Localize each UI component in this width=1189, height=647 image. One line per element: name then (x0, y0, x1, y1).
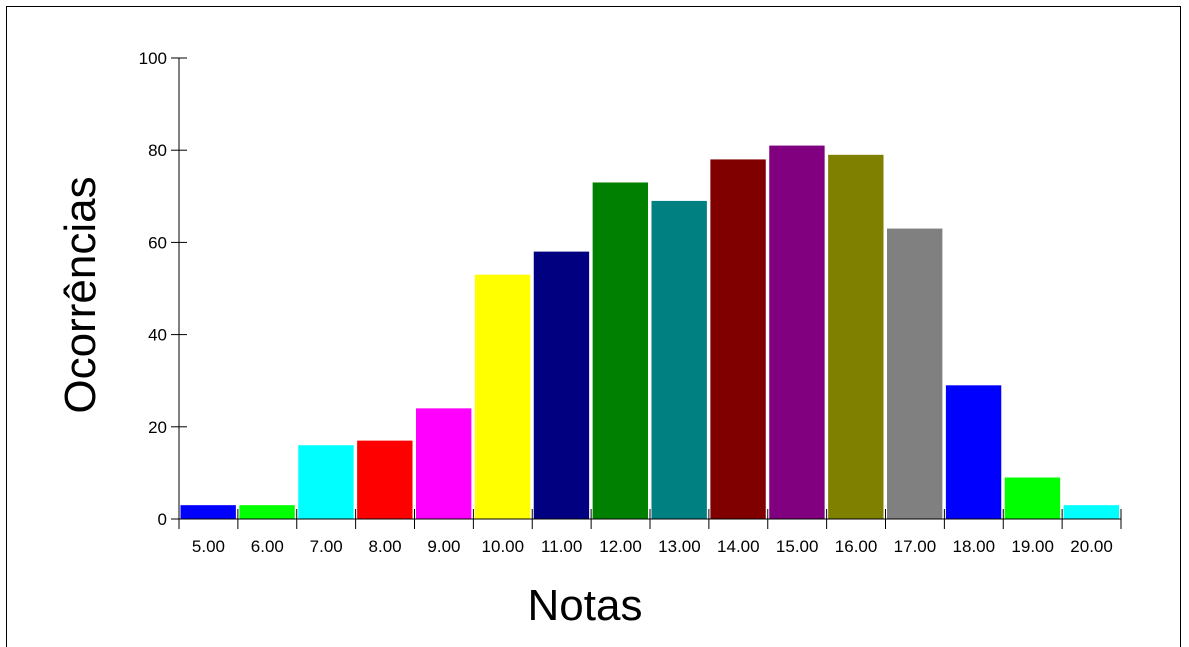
x-tick-label: 5.00 (192, 537, 225, 556)
x-tick-label: 14.00 (717, 537, 760, 556)
bars-group (180, 145, 1120, 520)
y-axis-title: Ocorrências (56, 176, 105, 413)
x-tick-label: 7.00 (310, 537, 343, 556)
bar-5.00 (180, 505, 236, 519)
x-tick-label: 10.00 (482, 537, 525, 556)
bar-18.00 (945, 385, 1002, 519)
y-tick-label: 100 (139, 49, 167, 68)
x-tick-label: 11.00 (541, 537, 582, 556)
bar-16.00 (828, 154, 884, 519)
bar-10.00 (474, 274, 531, 519)
x-tick-label: 15.00 (776, 537, 819, 556)
bar-20.00 (1063, 505, 1120, 519)
bar-19.00 (1004, 477, 1061, 519)
bar-15.00 (769, 145, 825, 519)
x-tick-label: 9.00 (427, 537, 460, 556)
bar-9.00 (416, 408, 472, 519)
bar-12.00 (592, 182, 649, 519)
y-tick-label: 20 (148, 418, 167, 437)
x-tick-label: 8.00 (369, 537, 402, 556)
x-tick-label: 12.00 (599, 537, 642, 556)
y-ticks-group: 0 20 40 60 80 100 (139, 49, 187, 529)
bar-14.00 (710, 159, 766, 520)
y-tick-label: 60 (148, 233, 167, 252)
x-tick-label: 16.00 (835, 537, 878, 556)
bar-6.00 (239, 505, 295, 519)
y-tick-label: 0 (158, 510, 167, 529)
x-tick-label: 20.00 (1070, 537, 1113, 556)
x-tick-label: 13.00 (658, 537, 701, 556)
y-tick-label: 80 (148, 141, 167, 160)
x-axis-title: Notas (528, 581, 643, 630)
x-tick-label: 17.00 (894, 537, 937, 556)
y-tick-label: 40 (148, 326, 167, 345)
bar-7.00 (298, 445, 354, 519)
x-tick-label: 6.00 (251, 537, 284, 556)
x-tick-label: 19.00 (1011, 537, 1054, 556)
bar-8.00 (357, 440, 413, 519)
chart-frame (6, 6, 1181, 647)
bar-13.00 (651, 200, 707, 519)
bar-17.00 (887, 228, 943, 519)
x-ticks-group: 5.00 6.00 7.00 8.00 9.00 10.00 11.00 12.00 13.00… (178, 509, 1122, 556)
bar-11.00 (533, 251, 590, 519)
x-tick-label: 18.00 (953, 537, 996, 556)
